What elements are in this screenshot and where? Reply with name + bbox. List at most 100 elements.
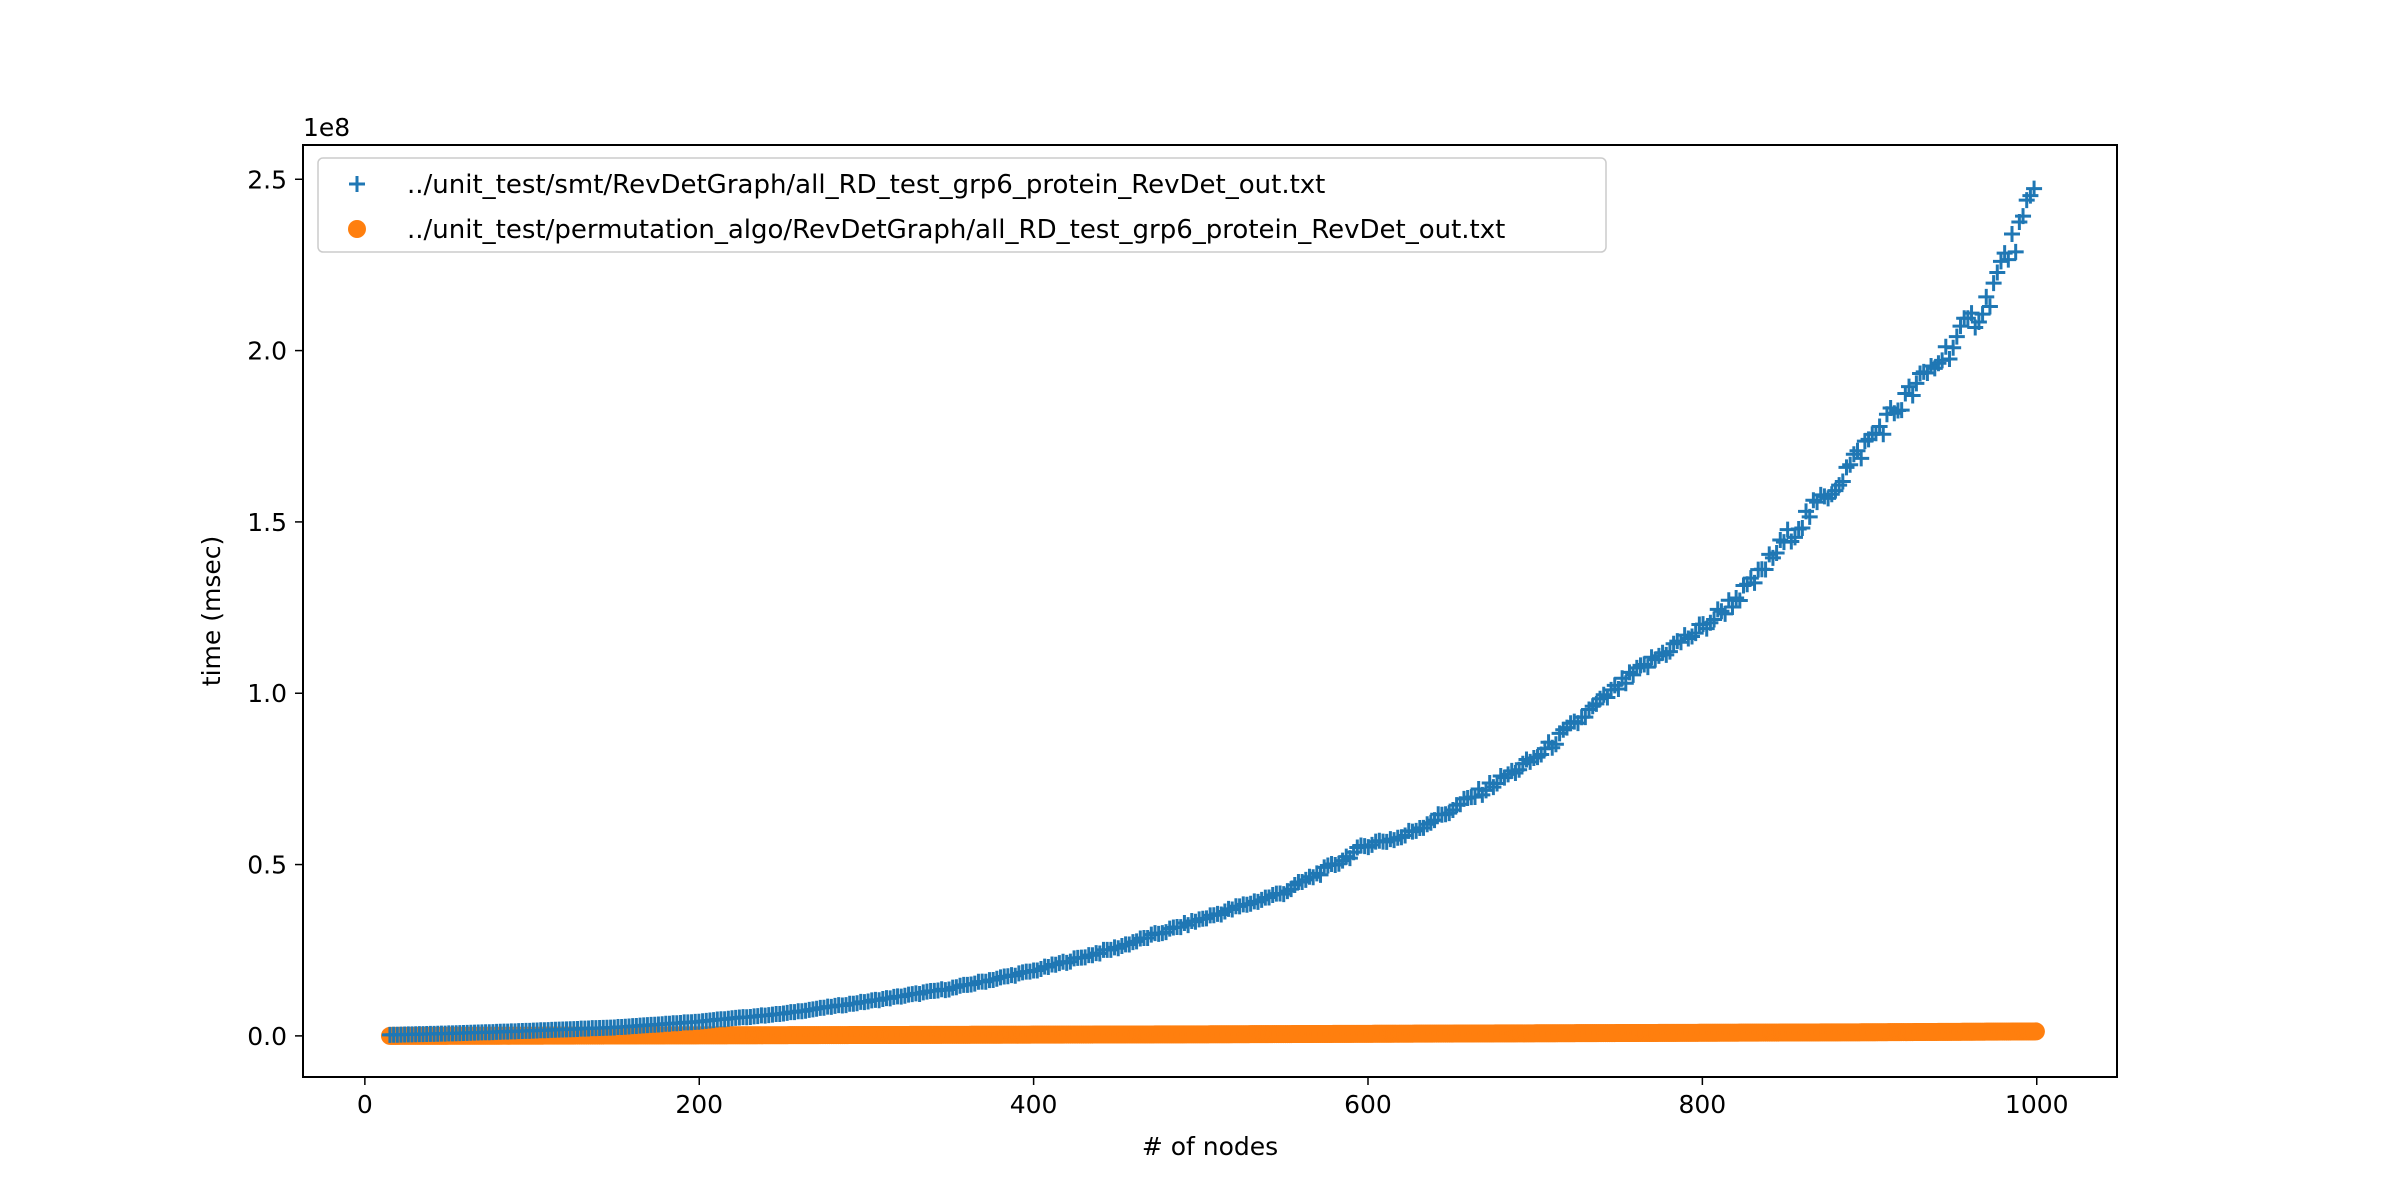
data-point [1930,355,1947,372]
data-point [1128,933,1145,950]
data-point [1639,659,1656,676]
y-offset-label: 1e8 [303,113,350,142]
data-point [1224,901,1241,918]
data-point [1893,402,1910,419]
data-point [1312,866,1329,883]
data-point [1772,532,1789,549]
y-tick-label: 1.0 [247,679,287,708]
data-point [1908,375,1925,392]
data-point [1091,945,1108,962]
data-point [1901,378,1918,395]
data-point [1507,765,1524,782]
data-point [1985,275,2002,292]
series-permutation [380,1022,2045,1045]
y-axis: 0.0 0.5 1.0 1.5 2.0 2.5 [247,165,303,1051]
legend-label: ../unit_test/smt/RevDetGraph/all_RD_test… [407,170,1325,200]
data-point [1492,767,1509,784]
data-point [2022,187,2039,204]
data-point [2000,251,2017,268]
legend-circle-marker [348,220,366,238]
data-point [911,985,928,1002]
data-point [1007,967,1024,984]
data-point [1746,574,1763,591]
data-point [1981,298,1998,315]
data-point [1102,941,1119,958]
legend-entry: ../unit_test/smt/RevDetGraph/all_RD_test… [349,170,1325,200]
data-point [1658,646,1675,663]
x-tick-label: 0 [357,1090,373,1119]
data-point [1386,832,1403,849]
data-point [1992,253,2009,270]
x-axis-label: # of nodes [1142,1132,1278,1161]
data-point [1768,545,1785,562]
data-point [1871,418,1888,435]
data-point [1198,910,1215,927]
series-layer [380,180,2045,1045]
data-point [1231,898,1248,915]
data-point [977,973,994,990]
data-point [1297,871,1314,888]
data-point [1242,895,1259,912]
data-point [1886,405,1903,422]
data-point [1032,960,1049,977]
data-point [1544,739,1561,756]
data-point [2026,180,2043,197]
data-point [1485,779,1502,796]
legend: ../unit_test/smt/RevDetGraph/all_RD_test… [317,157,1607,253]
data-point [966,975,983,992]
y-tick-label: 2.0 [247,337,287,366]
data-point [1547,736,1564,753]
data-point [1378,833,1395,850]
data-point [2026,1022,2045,1041]
data-point [1856,433,1873,450]
data-point [1113,938,1130,955]
data-point [1047,956,1064,973]
data-point [1948,328,1965,345]
data-point [1757,561,1774,578]
data-point [1941,351,1958,368]
data-point [1923,358,1940,375]
data-point [1529,749,1546,766]
data-point [1672,634,1689,651]
data-point [1253,891,1270,908]
data-point [2007,243,2024,260]
data-point [1842,456,1859,473]
data-point [1849,442,1866,459]
y-tick-label: 0.5 [247,851,287,880]
data-point [1728,590,1745,607]
x-tick-label: 400 [1010,1090,1058,1119]
y-axis-label: time (msec) [197,536,226,686]
data-point [1636,656,1653,673]
data-point [1945,339,1962,356]
x-tick-label: 200 [675,1090,723,1119]
data-point [1478,782,1495,799]
data-point [1665,635,1682,652]
legend-box [317,157,1607,253]
data-point [1823,486,1840,503]
data-point [1661,643,1678,660]
data-point [1422,814,1439,831]
data-point [1978,288,1995,305]
data-point [1952,318,1969,335]
y-tick-label: 2.5 [247,165,287,194]
data-point [1330,855,1347,872]
data-point [1974,306,1991,323]
data-point [1040,959,1057,976]
data-point [1286,877,1303,894]
data-point [1216,903,1233,920]
data-point [941,981,958,998]
data-point [1084,947,1101,964]
data-point [1408,822,1425,839]
data-point [1584,698,1601,715]
data-point [1834,473,1851,490]
data-point [1838,459,1855,476]
data-point [1786,529,1803,546]
data-point [1466,788,1483,805]
data-point [1077,949,1094,966]
data-point [1706,611,1723,628]
legend-label: ../unit_test/permutation_algo/RevDetGrap… [407,215,1505,245]
data-point [1989,264,2006,281]
data-point [2004,226,2021,243]
data-point [1687,625,1704,642]
